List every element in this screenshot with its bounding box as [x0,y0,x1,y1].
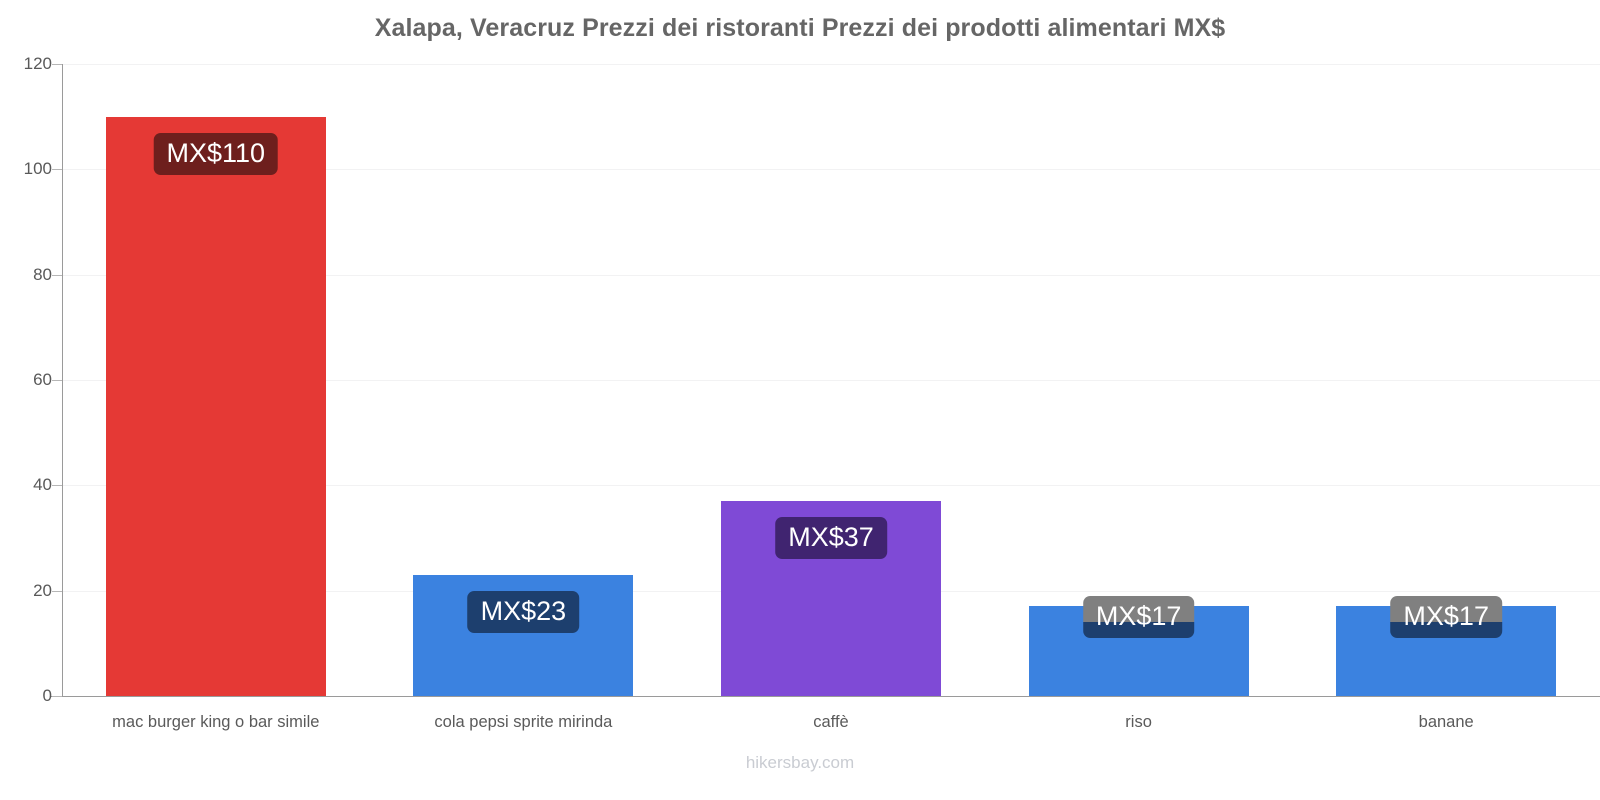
y-axis-tick-label: 0 [42,686,52,705]
y-axis-tick-mark [52,485,62,487]
y-axis-line [62,64,63,697]
y-axis-tick-label: 20 [33,580,52,600]
y-axis-tick-mark [52,380,62,381]
gridline [62,169,1600,171]
y-axis-tick-mark [52,590,62,592]
gridline [62,380,1600,381]
x-axis-tick-label: riso [1125,713,1152,731]
x-axis-line [50,696,1600,697]
y-axis-tick-label: 60 [33,370,52,389]
x-axis-tick-label: cola pepsi sprite mirinda [434,713,613,731]
gridline [62,274,1600,276]
x-axis-tick-label: caffè [813,713,849,731]
x-axis-tick-label: banane [1418,713,1474,731]
y-axis-tick-label: 120 [23,54,52,73]
bar-value-label: MX$23 [467,590,580,633]
y-axis-tick-label: 100 [23,159,52,179]
bar[interactable] [105,116,326,696]
y-axis-tick-mark [52,696,62,697]
bar-value-label: MX$110 [153,132,279,175]
y-axis-tick-label: 40 [33,475,52,495]
y-axis-tick-mark [52,169,62,171]
bar-value-label: MX$37 [775,517,887,560]
gridline [62,485,1600,487]
chart-title: Xalapa, Veracruz Prezzi dei ristoranti P… [374,14,1226,42]
y-axis-tick-mark [52,274,62,276]
bar-value-label: MX$17 [1082,596,1195,639]
x-axis-tick-label: mac burger king o bar simile [112,713,320,731]
y-axis-tick-mark [52,64,62,65]
gridline [62,64,1600,65]
bar-value-label: MX$17 [1390,596,1502,639]
footer-credit: hikersbay.com [745,753,855,772]
y-axis-tick-label: 80 [33,264,52,284]
